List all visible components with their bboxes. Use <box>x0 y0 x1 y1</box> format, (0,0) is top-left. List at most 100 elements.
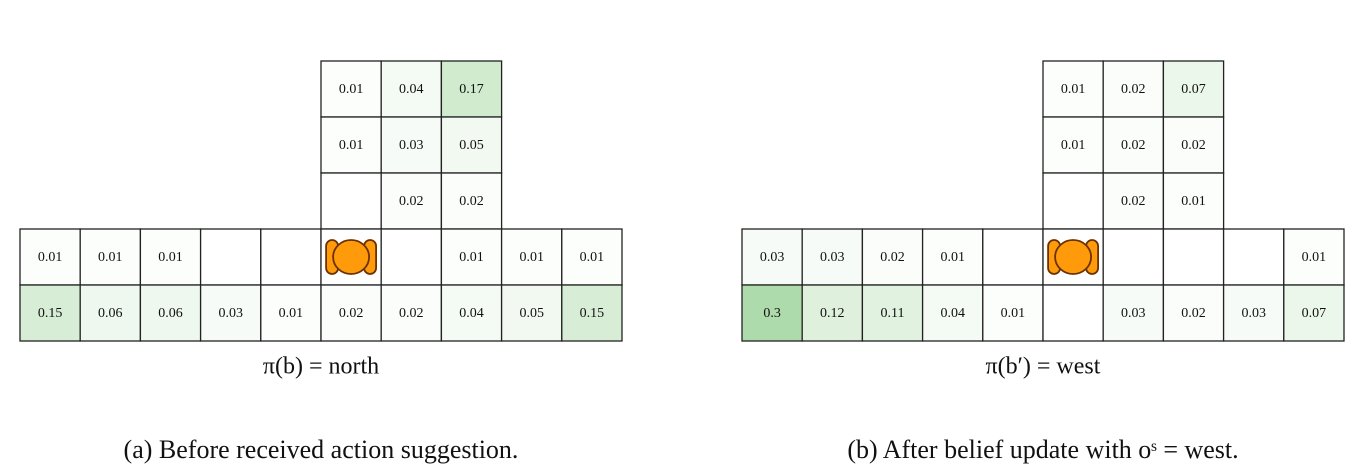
robot-body <box>1054 239 1092 275</box>
cell <box>1102 284 1165 342</box>
cell <box>861 284 924 342</box>
cell-value: 0.05 <box>459 138 484 153</box>
cell <box>1222 284 1285 342</box>
cell-value: 0.04 <box>399 82 424 97</box>
cell-value: 0.04 <box>940 306 965 321</box>
cell-value: 0.02 <box>1121 138 1146 153</box>
cell-value: 0.03 <box>218 306 243 321</box>
cell <box>380 284 443 342</box>
cell-value: 0.06 <box>158 306 183 321</box>
policy-label: π(b′) = west <box>986 354 1101 380</box>
cell <box>320 172 382 230</box>
cell-value: 0.01 <box>279 306 304 321</box>
cell-value: 0.17 <box>459 82 484 97</box>
cell <box>1162 116 1225 174</box>
cell-value: 0.02 <box>880 250 905 265</box>
cell <box>1283 228 1345 286</box>
cell <box>380 228 443 286</box>
cell <box>1042 60 1104 118</box>
cell-value: 0.06 <box>98 306 123 321</box>
cell-value: 0.02 <box>1181 306 1206 321</box>
cell-value: 0.3 <box>763 306 781 321</box>
cell <box>982 228 1044 286</box>
cell-value: 0.12 <box>820 306 845 321</box>
cell <box>1162 228 1225 286</box>
cell-value: 0.05 <box>519 306 544 321</box>
cell <box>440 116 503 174</box>
cell <box>1162 172 1225 230</box>
cell <box>861 228 924 286</box>
cell-value: 0.01 <box>940 250 965 265</box>
cell-value: 0.03 <box>1241 306 1266 321</box>
cell <box>1162 60 1225 118</box>
cell <box>921 284 984 342</box>
cell <box>320 284 382 342</box>
cell-value: 0.01 <box>459 250 484 265</box>
cell <box>139 284 202 342</box>
cell-value: 0.01 <box>38 250 63 265</box>
cell <box>440 284 503 342</box>
cell-value: 0.15 <box>38 306 63 321</box>
cell <box>199 228 262 286</box>
cell <box>79 284 142 342</box>
cell <box>801 284 864 342</box>
cell <box>1102 116 1165 174</box>
cell-value: 0.02 <box>1181 138 1206 153</box>
cell-value: 0.11 <box>881 306 905 321</box>
cell-value: 0.01 <box>339 138 364 153</box>
cell-value: 0.01 <box>1181 194 1206 209</box>
cell-value: 0.02 <box>399 194 424 209</box>
cell <box>320 60 382 118</box>
panel: 0.01 0.04 0.17 0.01 0.03 0.05 0.02 0.02 0.01 0.01… <box>19 60 623 464</box>
cell <box>260 228 322 286</box>
cell-value: 0.02 <box>399 306 424 321</box>
cell-value: 0.01 <box>1001 306 1026 321</box>
cell <box>1102 172 1165 230</box>
cell-value: 0.02 <box>339 306 364 321</box>
cell-value: 0.02 <box>459 194 484 209</box>
cell <box>921 228 984 286</box>
cell <box>19 284 81 342</box>
cell-value: 0.01 <box>1302 250 1327 265</box>
caption: (a) Before received action suggestion. <box>124 435 519 464</box>
cell-value: 0.03 <box>820 250 845 265</box>
cell-value: 0.01 <box>158 250 183 265</box>
policy-label: π(b) = north <box>263 354 379 380</box>
cell-value: 0.03 <box>399 138 424 153</box>
cell-value: 0.01 <box>339 82 364 97</box>
cell-value: 0.15 <box>580 306 605 321</box>
cell-value: 0.03 <box>1121 306 1146 321</box>
cell <box>1102 60 1165 118</box>
cell <box>199 284 262 342</box>
cell-value: 0.01 <box>519 250 544 265</box>
cell-value: 0.01 <box>1061 138 1086 153</box>
cell <box>1102 228 1165 286</box>
cell <box>500 228 563 286</box>
cell-value: 0.07 <box>1302 306 1327 321</box>
robot-icon <box>1047 239 1099 275</box>
cell <box>260 284 322 342</box>
cell <box>79 228 142 286</box>
cell-value: 0.01 <box>1061 82 1086 97</box>
cell-value: 0.03 <box>760 250 785 265</box>
cell-value: 0.01 <box>98 250 123 265</box>
cell-value: 0.01 <box>580 250 605 265</box>
caption: (b) After belief update with oˢ = west. <box>847 435 1238 464</box>
cell <box>1042 284 1104 342</box>
panel: 0.01 0.02 0.07 0.01 0.02 0.02 0.02 0.01 0.03 0.03… <box>741 60 1345 464</box>
cell <box>561 284 623 342</box>
robot-icon <box>325 239 378 275</box>
cell-value: 0.07 <box>1181 82 1206 97</box>
cell-value: 0.04 <box>459 306 484 321</box>
robot-body <box>332 239 371 275</box>
cell <box>1222 228 1285 286</box>
cell <box>380 60 443 118</box>
cell-value: 0.02 <box>1121 194 1146 209</box>
cell <box>1042 172 1104 230</box>
cell <box>801 228 864 286</box>
cell-value: 0.02 <box>1121 82 1146 97</box>
cell <box>741 284 803 342</box>
cell <box>1283 284 1345 342</box>
cell <box>440 172 503 230</box>
